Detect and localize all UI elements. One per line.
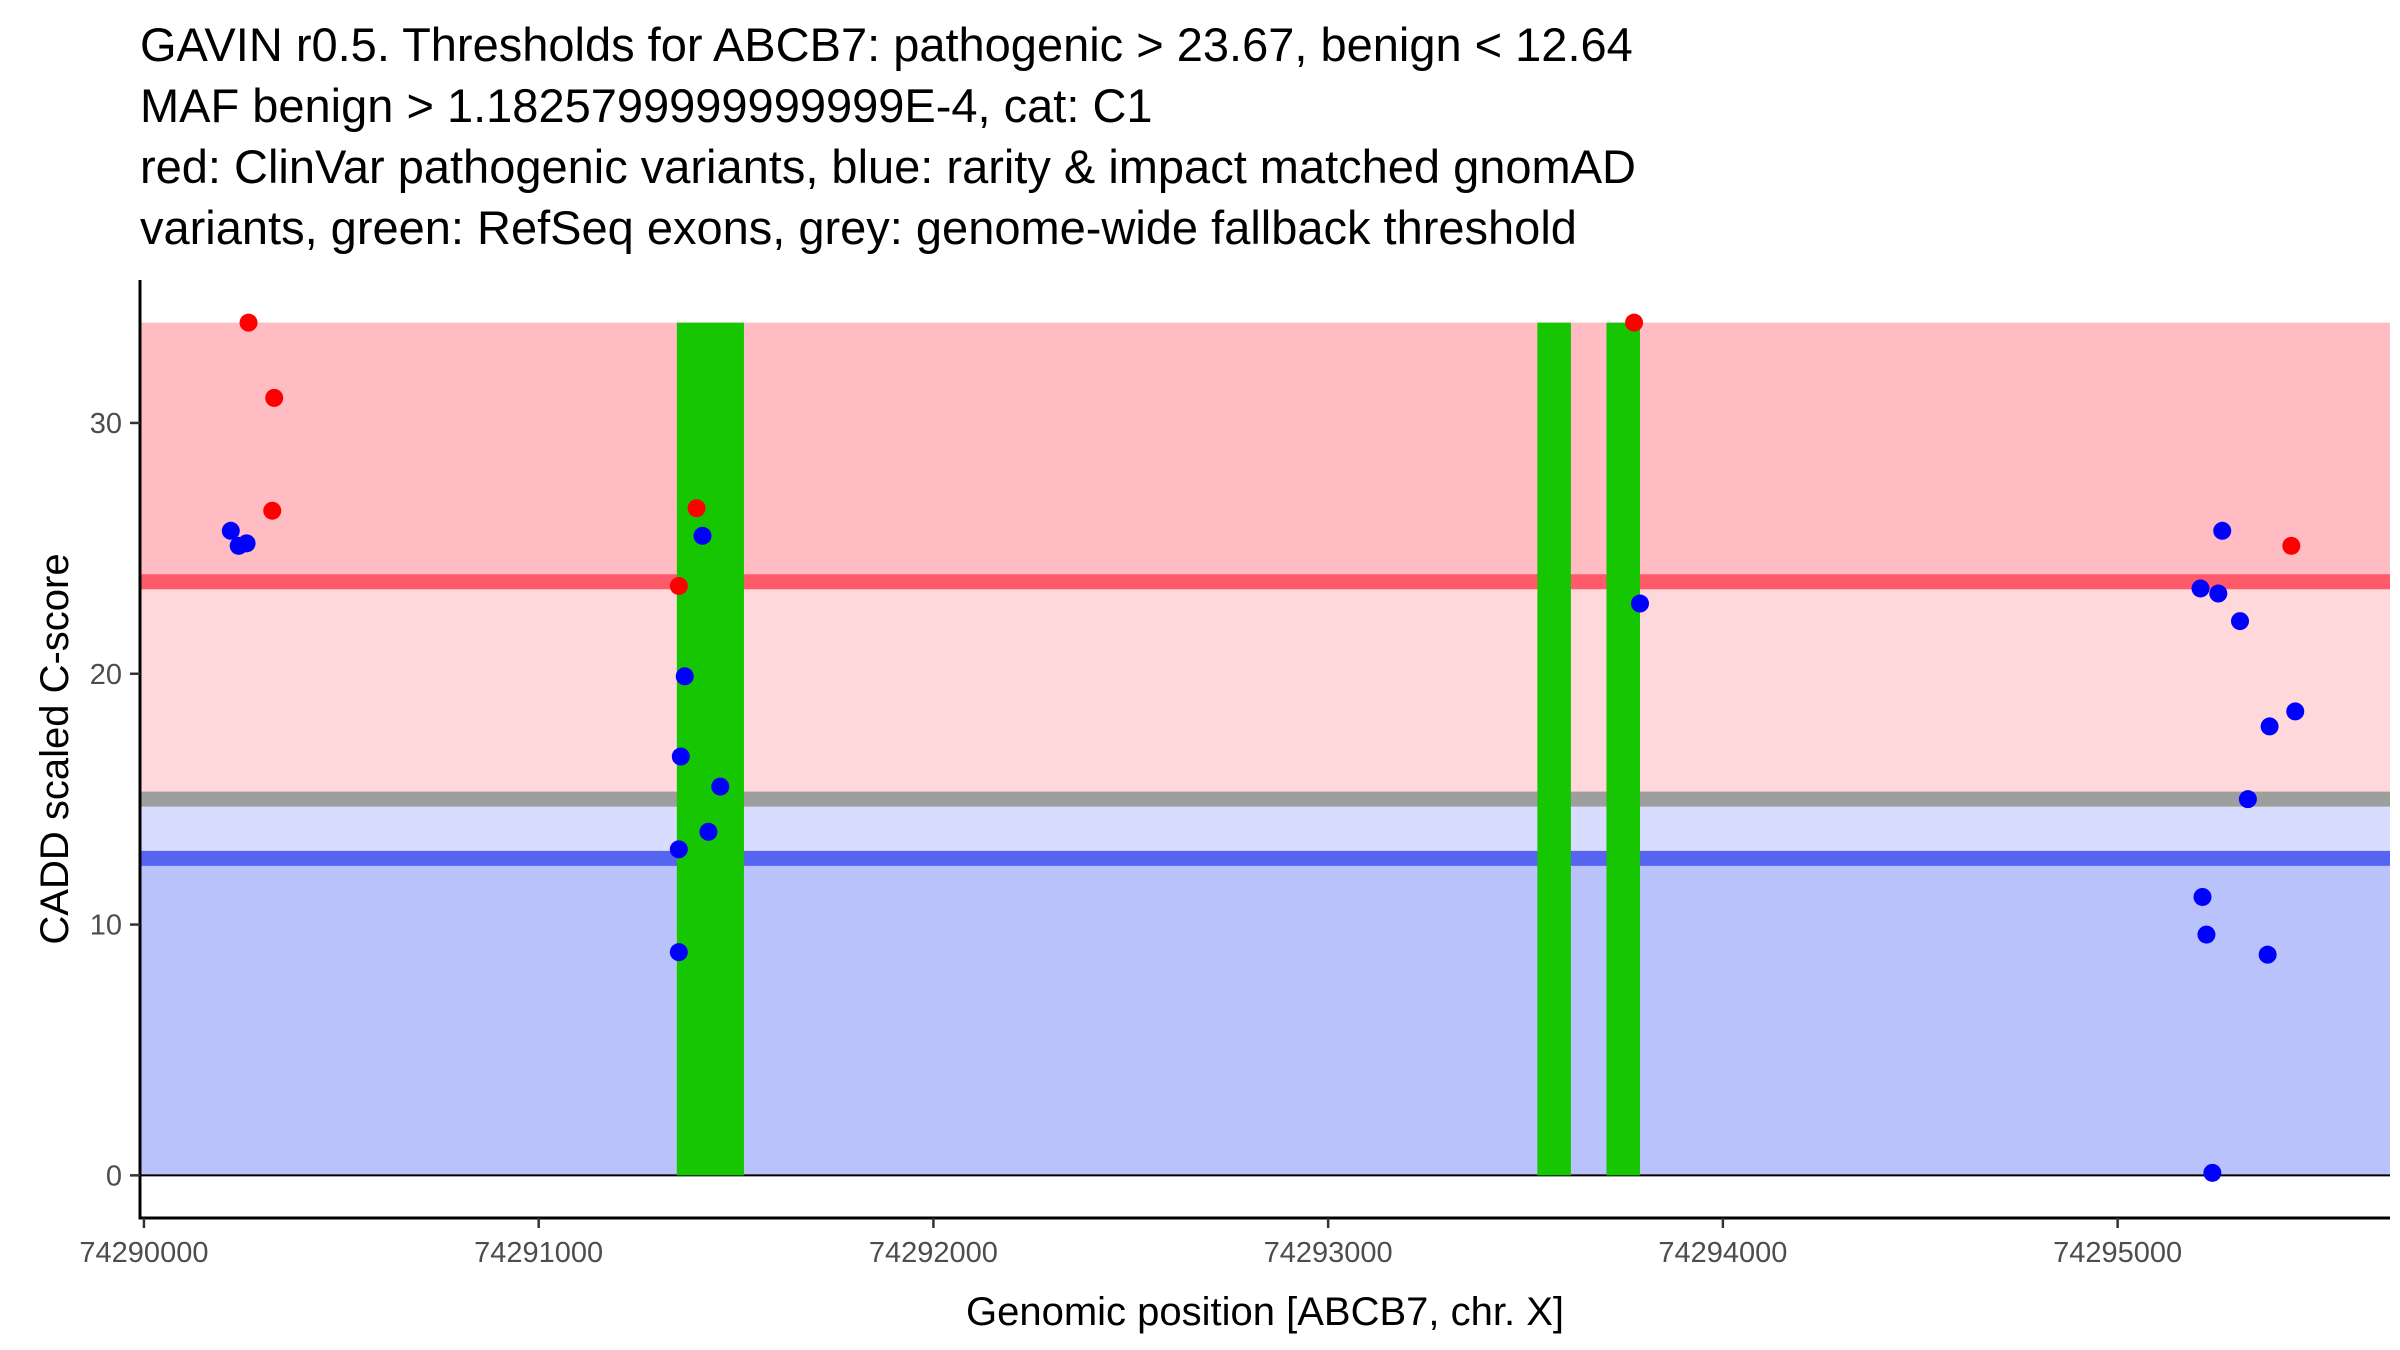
variant-points bbox=[221, 313, 2305, 1182]
gnomad-point bbox=[2258, 945, 2277, 964]
gnomad-point bbox=[2238, 790, 2257, 809]
gnomad-point bbox=[2260, 717, 2279, 736]
clinvar-point bbox=[265, 388, 284, 407]
y-tick-label: 30 bbox=[90, 408, 122, 440]
x-axis-title: Genomic position [ABCB7, chr. X] bbox=[966, 1290, 1564, 1334]
threshold-lines bbox=[140, 574, 2390, 866]
gnomad-point bbox=[711, 777, 730, 796]
clinvar-point bbox=[669, 576, 688, 595]
exon-bar-2 bbox=[1537, 322, 1571, 1176]
gnomad-point bbox=[237, 534, 256, 553]
x-tick-label: 74294000 bbox=[1658, 1237, 1787, 1269]
title-line-4: variants, green: RefSeq exons, grey: gen… bbox=[140, 201, 1577, 254]
gnomad-point bbox=[671, 747, 690, 766]
upper-mid-zone bbox=[140, 581, 2390, 800]
lower-mid-zone bbox=[140, 799, 2390, 859]
x-tick-label: 74295000 bbox=[2053, 1237, 2182, 1269]
gnomad-point bbox=[221, 521, 240, 540]
x-tick-label: 74293000 bbox=[1264, 1237, 1393, 1269]
gnomad-point bbox=[2193, 887, 2212, 906]
gnomad-point bbox=[2203, 1163, 2222, 1182]
gnomad-point bbox=[2286, 702, 2305, 721]
title-line-2: MAF benign > 1.1825799999999999E-4, cat:… bbox=[140, 79, 1153, 132]
gnomad-point bbox=[669, 943, 688, 962]
exon-bar-1 bbox=[676, 322, 744, 1176]
clinvar-point bbox=[687, 499, 706, 518]
axes bbox=[138, 280, 2390, 1220]
gnomad-point bbox=[2231, 612, 2249, 631]
exon-bars bbox=[676, 322, 1640, 1176]
pathogenic-zone bbox=[140, 322, 2390, 582]
gnomad-point bbox=[2191, 579, 2210, 598]
clinvar-point bbox=[263, 501, 282, 520]
gnomad-point bbox=[675, 667, 694, 686]
exon-bar-3 bbox=[1606, 322, 1640, 1176]
y-tick-label: 10 bbox=[90, 910, 122, 942]
x-tick-label: 74292000 bbox=[869, 1237, 998, 1269]
clinvar-point bbox=[2282, 536, 2301, 555]
clinvar-point bbox=[1625, 313, 1644, 332]
gnomad-point bbox=[693, 526, 712, 545]
y-tick-label: 0 bbox=[106, 1160, 122, 1192]
title-line-1: GAVIN r0.5. Thresholds for ABCB7: pathog… bbox=[140, 18, 1633, 71]
y-tick-label: 20 bbox=[90, 659, 122, 691]
clinvar-point bbox=[239, 313, 258, 332]
gnomad-point bbox=[2213, 521, 2232, 540]
chart-title: GAVIN r0.5. Thresholds for ABCB7: pathog… bbox=[140, 14, 2380, 258]
gnomad-point bbox=[699, 822, 718, 841]
threshold-bands bbox=[140, 322, 2390, 1176]
title-line-3: red: ClinVar pathogenic variants, blue: … bbox=[140, 140, 1636, 193]
gnomad-point bbox=[2209, 584, 2228, 603]
gnomad-point bbox=[669, 840, 688, 859]
x-tick-label: 74291000 bbox=[474, 1237, 603, 1269]
y-axis-title: CADD scaled C-score bbox=[33, 553, 77, 944]
x-tick-label: 74290000 bbox=[79, 1237, 208, 1269]
gnomad-point bbox=[1631, 594, 1649, 613]
benign-zone bbox=[140, 858, 2390, 1176]
gnomad-point bbox=[2197, 925, 2216, 944]
axis-ticks: 0 10 20 30 74290000 74291000 74292000 74293000 7… bbox=[79, 408, 2182, 1269]
